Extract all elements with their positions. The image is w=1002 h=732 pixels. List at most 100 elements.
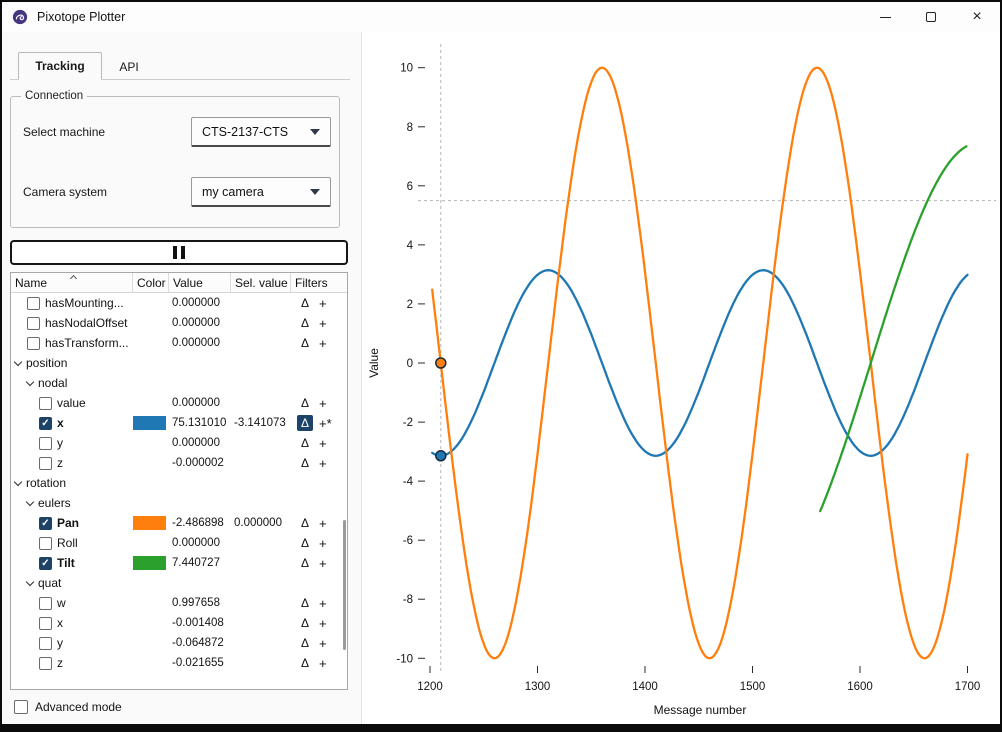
tree-group-row-position[interactable]: position bbox=[11, 353, 347, 373]
tree-group-row-eulers[interactable]: eulers bbox=[11, 493, 347, 513]
value-cell: 0.000000 bbox=[172, 397, 220, 409]
color-swatch[interactable] bbox=[133, 416, 166, 430]
column-header-filters[interactable]: Filters bbox=[295, 275, 328, 290]
maximize-icon bbox=[926, 12, 936, 22]
tab-tracking[interactable]: Tracking bbox=[18, 52, 102, 80]
row-checkbox[interactable]: ✓ bbox=[39, 516, 52, 530]
name-cell: hasNodalOffset bbox=[11, 313, 133, 333]
column-header-color[interactable]: Color bbox=[133, 273, 169, 292]
name-cell: y bbox=[11, 433, 133, 453]
pause-button[interactable] bbox=[10, 240, 348, 265]
delta-filter-button[interactable]: Δ bbox=[300, 336, 309, 350]
row-checkbox[interactable] bbox=[39, 456, 52, 470]
column-header-value[interactable]: Value bbox=[169, 273, 231, 292]
delta-filter-button[interactable]: Δ bbox=[300, 656, 309, 670]
value-cell: 0.000000 bbox=[172, 317, 220, 329]
add-filter-button[interactable]: + bbox=[319, 295, 327, 311]
table-row-x[interactable]: x -0.001408 Δ + bbox=[11, 613, 347, 633]
table-row-pan[interactable]: ✓ Pan -2.486898 0.000000 Δ + bbox=[11, 513, 347, 533]
tree-group-row-rotation[interactable]: rotation bbox=[11, 473, 347, 493]
add-filter-button[interactable]: + bbox=[319, 335, 327, 351]
delta-filter-button[interactable]: Δ bbox=[300, 436, 309, 450]
delta-filter-button[interactable]: Δ bbox=[300, 596, 309, 610]
table-row-z[interactable]: z -0.000002 Δ + bbox=[11, 453, 347, 473]
add-filter-button[interactable]: + bbox=[319, 515, 327, 531]
delta-filter-button[interactable]: Δ bbox=[300, 636, 309, 650]
row-checkbox[interactable] bbox=[27, 296, 40, 310]
table-row-y[interactable]: y -0.064872 Δ + bbox=[11, 633, 347, 653]
advanced-mode-row: Advanced mode bbox=[14, 700, 122, 714]
row-checkbox[interactable] bbox=[39, 636, 52, 650]
row-checkbox[interactable] bbox=[39, 396, 52, 410]
row-checkbox[interactable]: ✓ bbox=[39, 556, 52, 570]
chevron-down-icon[interactable] bbox=[25, 497, 35, 506]
x-tick-label: 1200 bbox=[417, 681, 443, 693]
color-swatch[interactable] bbox=[133, 516, 166, 530]
chevron-down-icon[interactable] bbox=[13, 357, 23, 366]
delta-filter-button[interactable]: Δ bbox=[300, 456, 309, 470]
color-cell bbox=[133, 633, 169, 653]
add-filter-button[interactable]: + bbox=[319, 555, 327, 571]
add-filter-button[interactable]: + bbox=[319, 535, 327, 551]
add-filter-button[interactable]: + bbox=[319, 635, 327, 651]
table-row-roll[interactable]: Roll 0.000000 Δ + bbox=[11, 533, 347, 553]
column-header-name[interactable]: Name bbox=[11, 273, 133, 292]
table-row-hasmounting[interactable]: hasMounting... 0.000000 Δ + bbox=[11, 293, 347, 313]
row-checkbox[interactable] bbox=[39, 596, 52, 610]
delta-filter-button[interactable]: Δ bbox=[300, 296, 309, 310]
advanced-mode-checkbox[interactable] bbox=[14, 700, 28, 714]
chevron-down-icon[interactable] bbox=[25, 577, 35, 586]
y-tick-label: -4 bbox=[403, 476, 414, 488]
table-row-hasnodaloffset[interactable]: hasNodalOffset 0.000000 Δ + bbox=[11, 313, 347, 333]
color-swatch[interactable] bbox=[133, 556, 166, 570]
delta-filter-button[interactable]: Δ bbox=[300, 616, 309, 630]
tab-api[interactable]: API bbox=[119, 59, 139, 74]
table-row-hastransform[interactable]: hasTransform... 0.000000 Δ + bbox=[11, 333, 347, 353]
add-filter-button[interactable]: + bbox=[319, 395, 327, 411]
row-checkbox[interactable] bbox=[27, 316, 40, 330]
row-checkbox[interactable] bbox=[39, 656, 52, 670]
row-label: hasTransform... bbox=[45, 336, 129, 350]
maximize-button[interactable] bbox=[908, 2, 954, 32]
minimize-button[interactable] bbox=[862, 2, 908, 32]
table-row-w[interactable]: w 0.997658 Δ + bbox=[11, 593, 347, 613]
row-checkbox[interactable] bbox=[39, 616, 52, 630]
delta-filter-button[interactable]: Δ bbox=[300, 536, 309, 550]
table-row-y[interactable]: y 0.000000 Δ + bbox=[11, 433, 347, 453]
tree-group-row-nodal[interactable]: nodal bbox=[11, 373, 347, 393]
add-filter-button[interactable]: + bbox=[319, 615, 327, 631]
row-label: z bbox=[57, 456, 63, 470]
add-filter-button[interactable]: +* bbox=[319, 415, 332, 431]
table-scrollbar[interactable] bbox=[343, 520, 346, 650]
value-cell: 0.000000 bbox=[172, 297, 220, 309]
add-filter-button[interactable]: + bbox=[319, 455, 327, 471]
tree-group-row-quat[interactable]: quat bbox=[11, 573, 347, 593]
delta-filter-button[interactable]: Δ bbox=[300, 316, 309, 330]
table-row-x[interactable]: ✓ x 75.131010 -3.141073 Δ +* bbox=[11, 413, 347, 433]
column-header-selvalue[interactable]: Sel. value bbox=[231, 273, 291, 292]
chevron-down-icon[interactable] bbox=[13, 477, 23, 486]
table-row-tilt[interactable]: ✓ Tilt 7.440727 Δ + bbox=[11, 553, 347, 573]
add-filter-button[interactable]: + bbox=[319, 435, 327, 451]
group-label: quat bbox=[38, 576, 62, 590]
row-checkbox[interactable]: ✓ bbox=[39, 416, 52, 430]
row-checkbox[interactable] bbox=[39, 436, 52, 450]
delta-filter-button[interactable]: Δ bbox=[300, 556, 309, 570]
name-cell: quat bbox=[11, 573, 347, 593]
add-filter-button[interactable]: + bbox=[319, 655, 327, 671]
row-checkbox[interactable] bbox=[39, 536, 52, 550]
add-filter-button[interactable]: + bbox=[319, 315, 327, 331]
delta-filter-button[interactable]: Δ bbox=[300, 516, 309, 530]
add-filter-button[interactable]: + bbox=[319, 595, 327, 611]
row-checkbox[interactable] bbox=[27, 336, 40, 350]
delta-filter-button[interactable]: Δ bbox=[300, 396, 309, 410]
chevron-down-icon[interactable] bbox=[25, 377, 35, 386]
delta-filter-button[interactable]: Δ bbox=[297, 415, 313, 431]
plot-canvas[interactable]: -10 -8 -6 -4 -2 0 2 4 6 8 10 1200 1300 1400 1500 1600 17… bbox=[362, 32, 1000, 724]
close-button[interactable]: × bbox=[954, 2, 1000, 32]
table-row-z[interactable]: z -0.021655 Δ + bbox=[11, 653, 347, 673]
table-rows: hasMounting... 0.000000 Δ + hasNodalOffset 0.… bbox=[11, 293, 347, 673]
table-row-value[interactable]: value 0.000000 Δ + bbox=[11, 393, 347, 413]
machine-select[interactable]: CTS-2137-CTS bbox=[191, 117, 331, 147]
camera-select[interactable]: my camera bbox=[191, 177, 331, 207]
